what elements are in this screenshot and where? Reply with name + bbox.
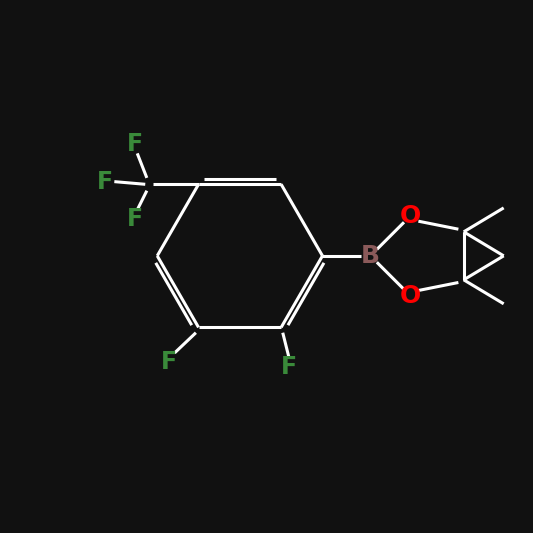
Text: F: F: [126, 132, 143, 156]
Text: F: F: [126, 207, 143, 231]
Text: B: B: [361, 244, 380, 268]
Text: F: F: [161, 350, 177, 374]
Text: O: O: [400, 204, 421, 228]
Text: F: F: [97, 169, 114, 193]
Text: O: O: [400, 284, 421, 308]
Text: F: F: [281, 356, 297, 379]
